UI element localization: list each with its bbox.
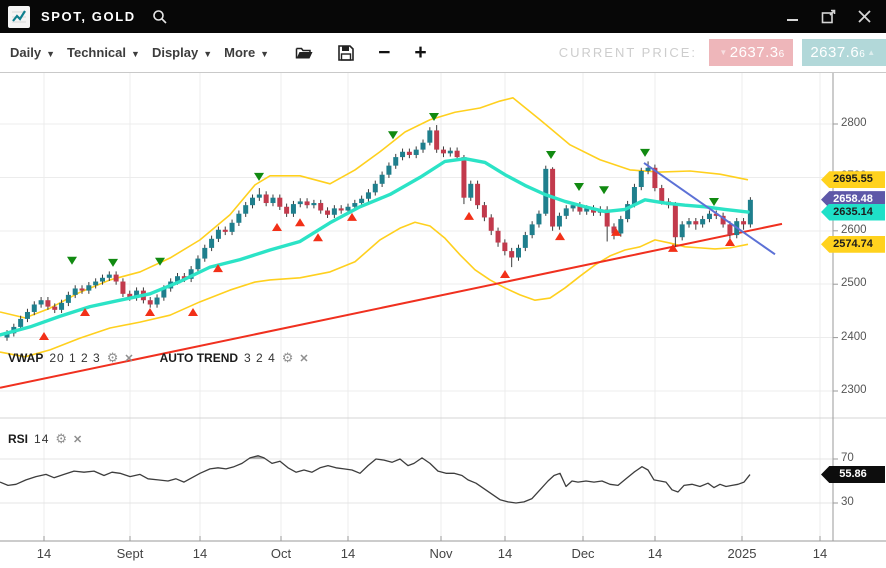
ask-price-value: 2637.6 — [810, 44, 860, 61]
folder-open-icon[interactable] — [295, 45, 314, 61]
ask-price-badge: 2637.6 6 ▲ — [802, 39, 886, 66]
popout-icon[interactable] — [820, 9, 836, 25]
menu-timeframe-label: Daily — [10, 45, 42, 60]
zoom-out-icon[interactable]: − — [378, 40, 391, 64]
menu-display-label: Display — [151, 45, 199, 60]
arrow-up-icon: ▲ — [867, 48, 876, 57]
menu-timeframe[interactable]: Daily ▼ — [10, 45, 55, 60]
symbol-title: SPOT, GOLD — [41, 9, 136, 24]
rsi-indicator-name: RSI — [8, 432, 29, 446]
menu-technical[interactable]: Technical ▼ — [67, 45, 140, 60]
vwap-indicator-name: VWAP — [8, 351, 44, 365]
close-icon[interactable] — [856, 9, 872, 25]
menu-more[interactable]: More ▼ — [224, 45, 269, 60]
gear-icon[interactable]: ⚙ — [106, 350, 119, 365]
menu-more-label: More — [224, 45, 256, 60]
rsi-indicator-params: 14 — [34, 432, 50, 446]
bid-price-pip: 6 — [778, 49, 785, 60]
save-icon[interactable] — [338, 44, 354, 61]
bid-price-badge: ▼ 2637.3 6 — [709, 39, 793, 66]
trend-indicator-name: AUTO TREND — [159, 351, 239, 365]
window-controls — [784, 9, 872, 25]
chevron-down-icon: ▼ — [260, 48, 270, 59]
chevron-down-icon: ▼ — [203, 48, 213, 59]
gear-icon[interactable]: ⚙ — [281, 350, 294, 365]
arrow-down-icon: ▼ — [719, 48, 728, 57]
close-icon[interactable]: ✕ — [124, 352, 134, 365]
search-icon[interactable] — [152, 9, 168, 25]
menu-display[interactable]: Display ▼ — [152, 45, 212, 60]
close-icon[interactable]: ✕ — [73, 433, 83, 446]
chevron-down-icon: ▼ — [131, 48, 140, 59]
chevron-down-icon: ▼ — [46, 48, 55, 59]
indicator-legend-main: VWAP 20 1 2 3 ⚙ ✕ AUTO TREND 3 2 4 ⚙ ✕ — [8, 351, 309, 365]
chart-toolbar: Daily ▼ Technical ▼ Display ▼ More ▼ − — [0, 33, 886, 73]
current-price-label: CURRENT PRICE: — [558, 45, 697, 60]
bid-price-value: 2637.3 — [729, 44, 779, 61]
close-icon[interactable]: ✕ — [299, 352, 309, 365]
vwap-indicator-params: 20 1 2 3 — [49, 351, 101, 365]
trend-indicator-params: 3 2 4 — [244, 351, 276, 365]
gear-icon[interactable]: ⚙ — [55, 431, 68, 446]
menu-technical-label: Technical — [67, 45, 127, 60]
zoom-in-icon[interactable]: + — [414, 40, 427, 64]
line-chart-icon — [8, 5, 30, 28]
indicator-legend-rsi: RSI 14 ⚙ ✕ — [8, 432, 82, 446]
ask-price-pip: 6 — [859, 49, 866, 60]
title-bar: SPOT, GOLD — [0, 0, 886, 33]
minimize-icon[interactable] — [784, 9, 800, 25]
